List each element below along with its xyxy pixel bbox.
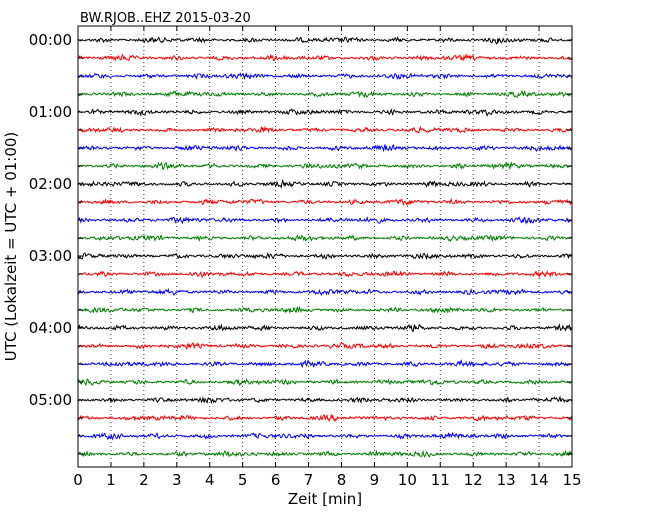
- x-tick-label: 14: [530, 471, 549, 489]
- trace-0000: [77, 35, 573, 45]
- trace-0245: [77, 234, 573, 243]
- x-tick-label: 0: [73, 471, 83, 489]
- trace-0115: [77, 125, 573, 134]
- trace-0345: [77, 305, 573, 314]
- x-tick-label: 9: [370, 471, 380, 489]
- x-tick-label: 15: [562, 471, 581, 489]
- trace-0300: [77, 251, 573, 261]
- x-tick-label: 4: [205, 471, 215, 489]
- x-tick-label: 12: [464, 471, 483, 489]
- x-tick-label: 13: [497, 471, 516, 489]
- y-axis-label: UTC (Lokalzeit = UTC + 01:00): [2, 132, 20, 362]
- y-tick-label: 05:00: [29, 391, 72, 409]
- trace-0230: [77, 216, 573, 225]
- x-axis-ticks: 0 1 2 3 4 5 6 7 8 9 10 11 12 13 14 15: [73, 26, 582, 489]
- trace-0415: [77, 341, 573, 351]
- x-tick-label: 5: [238, 471, 248, 489]
- x-tick-label: 2: [139, 471, 149, 489]
- x-tick-label: 8: [337, 471, 347, 489]
- seismogram-traces: [77, 35, 573, 458]
- trace-0430: [77, 358, 573, 368]
- chart-title: BW.RJOB..EHZ 2015-03-20: [80, 11, 251, 26]
- trace-0530: [77, 431, 573, 441]
- trace-0330: [77, 287, 573, 297]
- trace-0015: [78, 53, 573, 62]
- y-tick-label: 02:00: [29, 175, 72, 193]
- x-tick-label: 11: [431, 471, 450, 489]
- x-tick-label: 7: [304, 471, 314, 489]
- trace-0100: [77, 108, 573, 117]
- y-axis-ticks: 00:00 01:00 02:00 03:00 04:00 05:00: [29, 31, 572, 455]
- grid-lines: [110, 26, 540, 467]
- trace-0445: [77, 378, 573, 387]
- y-tick-label: 03:00: [29, 247, 72, 265]
- trace-0130: [77, 144, 573, 153]
- plot-frame: [77, 25, 573, 468]
- trace-0545: [77, 449, 573, 458]
- trace-0215: [77, 197, 573, 207]
- y-tick-label: 01:00: [29, 103, 72, 121]
- y-tick-label: 04:00: [29, 319, 72, 337]
- x-tick-label: 10: [398, 471, 417, 489]
- trace-0500: [77, 395, 573, 405]
- trace-0145: [77, 161, 573, 171]
- trace-0200: [77, 178, 573, 189]
- x-axis-label: Zeit [min]: [288, 490, 362, 508]
- trace-0045: [77, 90, 573, 99]
- trace-0400: [77, 322, 573, 332]
- x-tick-label: 3: [172, 471, 182, 489]
- trace-0315: [77, 270, 573, 279]
- trace-0030: [77, 72, 573, 81]
- x-tick-label: 6: [271, 471, 281, 489]
- x-tick-label: 1: [106, 471, 116, 489]
- y-tick-label: 00:00: [29, 31, 72, 49]
- trace-0515: [77, 413, 573, 423]
